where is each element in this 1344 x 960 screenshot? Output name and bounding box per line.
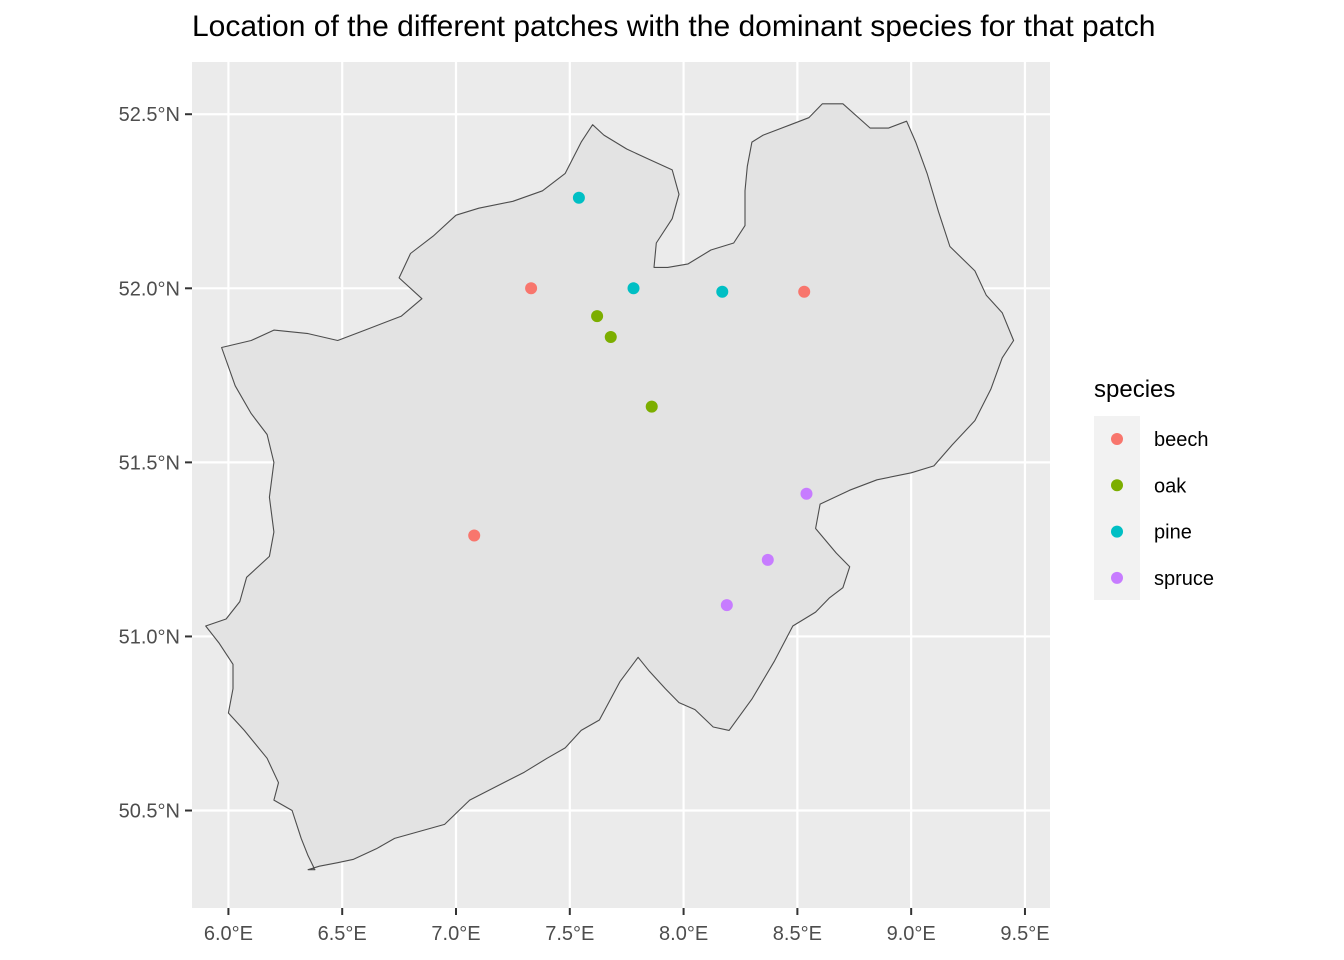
legend-key-beech — [1111, 433, 1123, 445]
point-oak — [591, 310, 604, 323]
x-tick-label: 7.0°E — [431, 923, 480, 945]
point-beech — [798, 285, 811, 298]
y-tick-label: 50.5°N — [119, 801, 180, 823]
point-pine — [627, 282, 640, 295]
y-tick-label: 52.5°N — [119, 104, 180, 126]
x-tick-label: 6.5°E — [318, 923, 367, 945]
legend-key-spruce — [1111, 571, 1123, 584]
point-spruce — [761, 553, 774, 566]
axes: 6.0°E 6.5°E 7.0°E 7.5°E 8.0°E 8.5°E 9.0°E 9.5°E… — [119, 104, 1050, 945]
y-tick-label: 51.5°N — [119, 452, 180, 474]
x-tick-label: 6.0°E — [204, 923, 253, 945]
point-pine — [716, 285, 729, 298]
point-pine — [572, 191, 585, 204]
legend-label-oak: oak — [1154, 475, 1187, 497]
x-tick-label: 8.5°E — [773, 923, 822, 945]
y-tick-label: 51.0°N — [119, 626, 180, 648]
legend-label-beech: beech — [1154, 429, 1209, 451]
region-outline — [205, 103, 1015, 871]
legend-key-background — [1094, 416, 1140, 600]
chart-title: Location of the different patches with t… — [192, 10, 1156, 43]
point-oak — [645, 400, 658, 413]
y-tick-label: 52.0°N — [119, 278, 180, 300]
point-oak — [604, 331, 617, 344]
x-tick-label: 9.5°E — [1000, 923, 1049, 945]
point-beech — [468, 529, 481, 542]
legend: species beech oak pine spruce — [1094, 376, 1214, 600]
x-tick-label: 7.5°E — [545, 923, 594, 945]
plot-panel — [192, 62, 1050, 908]
legend-label-spruce: spruce — [1154, 568, 1214, 590]
point-spruce — [720, 599, 733, 612]
x-tick-label: 9.0°E — [887, 923, 936, 945]
x-tick-label: 8.0°E — [659, 923, 708, 945]
legend-key-oak — [1111, 479, 1123, 492]
legend-label-pine: pine — [1154, 522, 1192, 544]
point-spruce — [800, 487, 813, 500]
legend-title: species — [1094, 376, 1175, 403]
point-beech — [525, 282, 538, 295]
legend-key-pine — [1111, 525, 1123, 538]
